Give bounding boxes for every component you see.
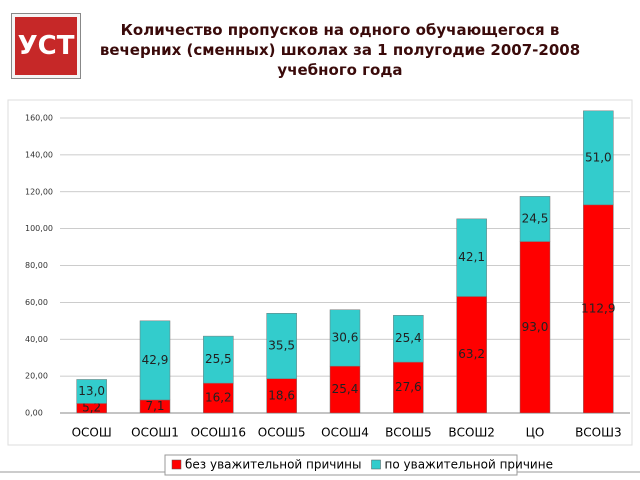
data-label: 42,1 [458, 250, 485, 264]
bar-segment [583, 204, 614, 414]
data-label: 24,5 [522, 211, 549, 225]
data-label: 51,0 [585, 150, 612, 164]
x-tick-label: ЦО [526, 426, 545, 440]
x-tick-label: ВСОШ5 [385, 426, 432, 440]
bar-segment [76, 379, 107, 404]
bar-segment [139, 320, 171, 401]
legend-frame [164, 454, 518, 476]
data-label: 25,4 [395, 331, 422, 345]
data-label: 18,6 [268, 388, 295, 402]
legend-swatch [371, 459, 381, 470]
y-tick-label: 0,00 [25, 409, 43, 418]
y-tick-label: 20,00 [25, 372, 48, 381]
bar-segment [456, 218, 487, 297]
bar-segment [583, 110, 614, 206]
y-tick-label: 160,00 [25, 114, 53, 123]
y-tick-label: 60,00 [25, 298, 48, 307]
bar-segment [519, 241, 551, 414]
x-tick-label: ВСОШ2 [448, 426, 495, 440]
data-label: 93,0 [522, 320, 549, 334]
data-label: 7,1 [145, 399, 164, 413]
plot-frame [7, 99, 633, 446]
bar-segment [329, 309, 361, 367]
data-label: 5,2 [82, 401, 101, 415]
data-label: 112,9 [581, 301, 615, 315]
bar-segment [266, 313, 297, 379]
data-label: 25,5 [205, 352, 232, 366]
y-tick-label: 100,00 [25, 224, 53, 233]
chart-title: Количество пропусков на одного обучающег… [99, 21, 581, 79]
bar-segment [329, 365, 361, 414]
bar-segment [266, 378, 297, 414]
bar-segment [393, 315, 424, 363]
x-tick-label: ОСОШ1 [131, 426, 179, 440]
legend: без уважительной причины по уважительной … [164, 454, 553, 476]
data-label: 25,4 [332, 382, 359, 396]
x-tick-label: ОСОШ16 [191, 426, 246, 440]
legend-label: по уважительной причине [385, 458, 553, 472]
data-label: 30,6 [332, 330, 359, 344]
data-label: 16,2 [205, 391, 232, 405]
logo: УСТ [11, 13, 81, 79]
x-tick-label: ВСОШ3 [575, 426, 622, 440]
y-tick-label: 80,00 [25, 261, 48, 270]
bar-segment [203, 335, 234, 384]
legend-swatch [171, 459, 182, 470]
y-tick-label: 120,00 [25, 187, 53, 196]
x-tick-label: ОСОШ4 [321, 426, 369, 440]
bar-segment [519, 196, 551, 242]
legend-label: без уважительной причины [185, 458, 362, 472]
data-label: 13,0 [78, 384, 105, 398]
data-label: 27,6 [395, 380, 422, 394]
data-label: 35,5 [268, 338, 295, 352]
data-label: 63,2 [458, 347, 485, 361]
x-tick-label: ОСОШ5 [258, 426, 306, 440]
data-label: 42,9 [142, 353, 169, 367]
bar-segment [203, 382, 234, 414]
y-tick-label: 140,00 [25, 150, 53, 159]
x-tick-label: ОСОШ [72, 426, 112, 440]
y-tick-label: 40,00 [25, 335, 48, 344]
